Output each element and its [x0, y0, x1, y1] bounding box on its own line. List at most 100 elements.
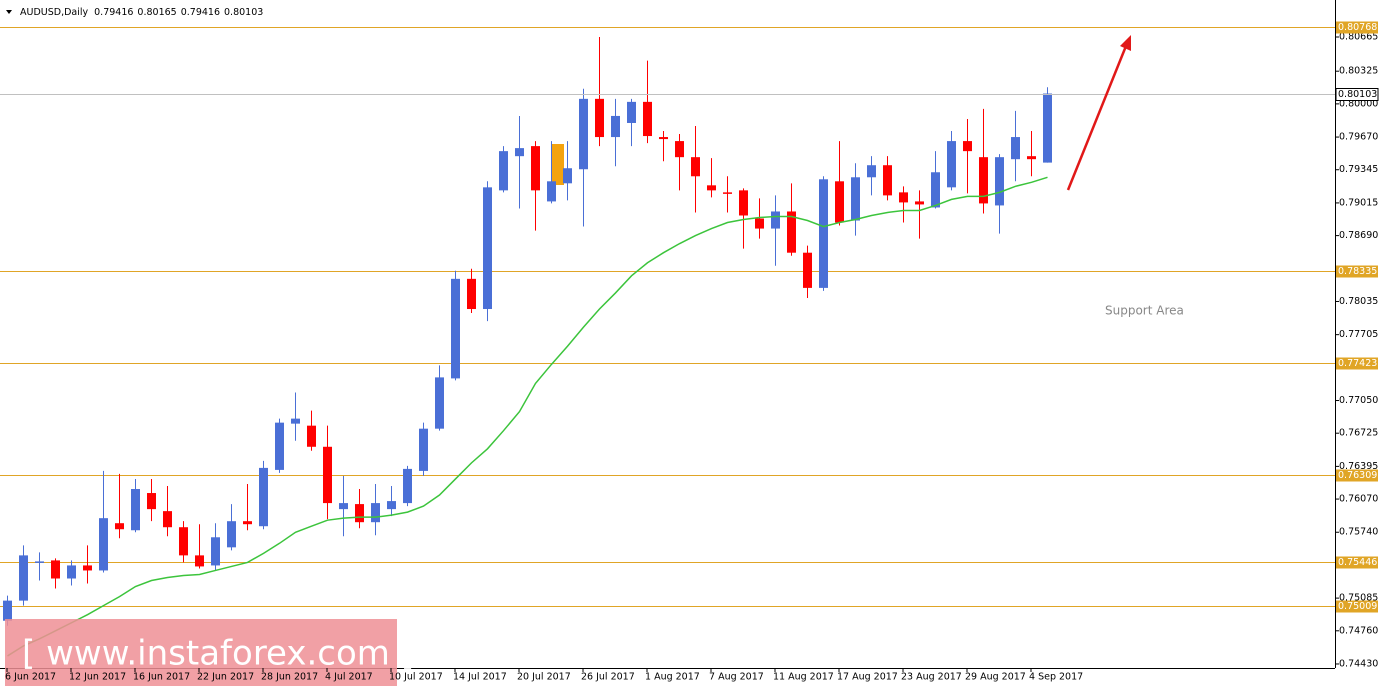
x-tick-label: 14 Jul 2017 [453, 672, 507, 683]
level-tag [1336, 600, 1378, 613]
candle-body [291, 418, 300, 424]
arrow-head [1120, 35, 1131, 51]
y-tick-label: 0.77050 [1339, 395, 1378, 406]
candle-body [163, 511, 172, 528]
candle-body [627, 101, 636, 123]
candle-body [867, 165, 876, 178]
x-tick-label: 16 Jun 2017 [133, 672, 190, 683]
y-tick-label: 0.76070 [1339, 494, 1378, 505]
watermark-box [5, 619, 397, 686]
candle-body [723, 192, 732, 194]
candle-body [835, 181, 844, 223]
level-label: 0.75009 [1338, 601, 1377, 612]
candle-body [787, 211, 796, 253]
candle-body [739, 190, 748, 216]
header-high: 0.80165 [137, 7, 176, 18]
y-tick-label: 0.79670 [1339, 132, 1378, 143]
candle-body [499, 151, 508, 191]
y-tick-label: 0.76725 [1339, 428, 1378, 439]
candle-body [211, 537, 220, 566]
candle-body [307, 425, 316, 447]
level-label: 0.76309 [1338, 470, 1377, 481]
arrow-shaft [1066, 45, 1128, 191]
x-tick-label: 17 Aug 2017 [837, 672, 898, 683]
candle-body [659, 137, 668, 140]
candle-body [371, 503, 380, 523]
x-tick-label: 4 Jul 2017 [325, 672, 373, 683]
candle-body [227, 521, 236, 548]
annotation: Support Area [1105, 304, 1184, 318]
x-tick-label: 7 Aug 2017 [709, 672, 764, 683]
candle-body [899, 192, 908, 203]
level-tag [1336, 469, 1378, 482]
y-tick-label: 0.76395 [1339, 461, 1378, 472]
last-price-tag [1335, 88, 1379, 101]
candle-body [547, 181, 556, 202]
candle-body [275, 422, 284, 470]
level-label: 0.80768 [1338, 22, 1377, 33]
candle-body [339, 503, 348, 510]
candle-body [195, 555, 204, 567]
candle-body [819, 179, 828, 288]
candle-body [323, 446, 332, 504]
candle-body [691, 157, 700, 177]
candle-body [35, 561, 44, 563]
level-label: 0.78335 [1338, 266, 1377, 277]
level-label: 0.77423 [1338, 358, 1377, 369]
header-open: 0.79416 [94, 7, 133, 18]
candle-body [131, 489, 140, 531]
header: AUDUSD,Daily 0.79416 0.80165 0.79416 0.80103 [20, 7, 263, 18]
candle-body [451, 278, 460, 379]
candle-body [147, 493, 156, 510]
candle-body [851, 177, 860, 221]
candle-body [963, 141, 972, 152]
y-tick-label: 0.74430 [1339, 658, 1378, 669]
candle-body [419, 428, 428, 471]
y-tick-label: 0.75740 [1339, 527, 1378, 538]
y-tick-label: 0.77705 [1339, 329, 1378, 340]
x-tick-label: 4 Sep 2017 [1029, 672, 1083, 683]
candle-body [531, 146, 540, 191]
x-tick-label: 26 Jul 2017 [581, 672, 635, 683]
candle-body [979, 157, 988, 204]
x-tick-label: 10 Jul 2017 [389, 672, 443, 683]
header-close: 0.80103 [224, 7, 263, 18]
level-tag [1336, 21, 1378, 34]
candle-body [3, 600, 12, 621]
x-tick-label: 6 Jun 2017 [5, 672, 56, 683]
y-tick-label: 0.74760 [1339, 625, 1378, 636]
candle-body [67, 565, 76, 579]
candle-body [755, 218, 764, 229]
level-tag [1336, 357, 1378, 370]
candle-body [243, 521, 252, 525]
x-tick-label: 22 Jun 2017 [197, 672, 254, 683]
candle-body [563, 168, 572, 184]
y-tick-label: 0.78035 [1339, 296, 1378, 307]
y-tick-label: 0.80325 [1339, 66, 1378, 77]
y-tick-label: 0.79345 [1339, 164, 1378, 175]
level-tag [1336, 556, 1378, 569]
candle-body [403, 468, 412, 504]
candle-body [803, 252, 812, 288]
x-tick-label: 12 Jun 2017 [69, 672, 126, 683]
header-low: 0.79416 [181, 7, 220, 18]
y-tick-label: 0.78690 [1339, 230, 1378, 241]
candle-body [483, 187, 492, 310]
candle-body [995, 157, 1004, 206]
symbol: AUDUSD,Daily [20, 7, 89, 18]
candle-body [355, 504, 364, 523]
candle-body [707, 185, 716, 191]
y-tick-label: 0.75085 [1339, 593, 1378, 604]
watermark: [ www.instaforex.com ] [22, 634, 414, 674]
candle-body [1027, 156, 1036, 160]
menu-arrow [6, 10, 12, 14]
x-tick-label: 11 Aug 2017 [773, 672, 834, 683]
last-price-label: 0.80103 [1338, 89, 1377, 100]
candle-body [387, 501, 396, 510]
level-tag [1336, 265, 1378, 278]
candle-body [259, 467, 268, 527]
candle-body [515, 148, 524, 157]
